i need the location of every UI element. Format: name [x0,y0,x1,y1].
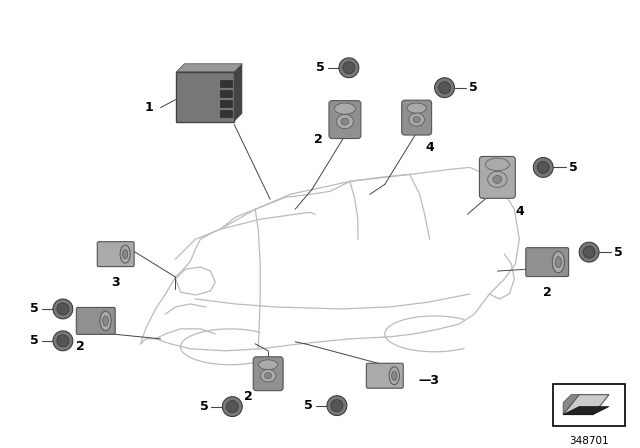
Circle shape [583,246,595,258]
Ellipse shape [552,251,564,273]
Text: 4: 4 [425,141,434,154]
Polygon shape [563,395,609,414]
Bar [220,80,232,87]
FancyBboxPatch shape [402,100,431,135]
Ellipse shape [493,176,502,183]
Text: 2: 2 [244,390,253,403]
Text: 5: 5 [569,161,578,174]
Circle shape [57,303,69,315]
Ellipse shape [337,114,353,129]
Ellipse shape [100,311,111,331]
Circle shape [53,331,73,351]
Text: 5: 5 [304,399,313,412]
Circle shape [53,299,73,319]
Text: 2: 2 [76,340,85,353]
Polygon shape [177,64,243,72]
FancyBboxPatch shape [366,363,403,388]
Polygon shape [234,64,243,121]
Ellipse shape [389,367,399,385]
Ellipse shape [556,257,561,267]
Ellipse shape [409,113,424,126]
Ellipse shape [264,373,272,379]
Bar [553,383,625,426]
Circle shape [331,400,343,412]
FancyBboxPatch shape [479,156,515,198]
Ellipse shape [123,250,128,259]
Text: 5: 5 [470,81,478,94]
FancyBboxPatch shape [97,241,134,267]
Bar [220,99,232,107]
FancyBboxPatch shape [366,371,403,388]
Text: 5: 5 [30,302,39,315]
Bar [177,72,234,121]
Circle shape [579,242,599,262]
Circle shape [343,62,355,74]
Text: 2: 2 [314,133,323,146]
Ellipse shape [260,370,276,382]
Bar [220,90,232,97]
FancyBboxPatch shape [329,101,361,138]
Polygon shape [563,395,579,414]
Text: —3: —3 [419,374,440,387]
Ellipse shape [488,171,507,187]
Text: 2: 2 [543,286,552,300]
FancyBboxPatch shape [76,315,115,334]
FancyBboxPatch shape [253,357,283,391]
FancyBboxPatch shape [526,256,569,276]
Ellipse shape [485,158,509,171]
Circle shape [533,157,553,177]
Circle shape [438,82,451,94]
Ellipse shape [341,118,349,125]
Ellipse shape [120,245,131,263]
Circle shape [222,396,243,417]
Circle shape [327,396,347,416]
Circle shape [57,335,69,347]
Ellipse shape [392,371,397,380]
Circle shape [339,58,359,78]
Text: 1: 1 [144,101,153,114]
Text: 5: 5 [30,334,39,347]
Polygon shape [563,407,609,414]
Text: 5: 5 [316,61,325,74]
Ellipse shape [103,316,108,326]
Bar [220,110,232,116]
Text: 4: 4 [515,205,524,218]
Circle shape [435,78,454,98]
Circle shape [227,401,238,413]
FancyBboxPatch shape [97,250,134,267]
FancyBboxPatch shape [76,307,115,334]
Ellipse shape [413,116,420,123]
Ellipse shape [335,103,355,114]
Text: 3: 3 [111,276,120,289]
FancyBboxPatch shape [526,248,569,276]
Ellipse shape [407,103,426,113]
Ellipse shape [259,360,278,370]
Text: 348701: 348701 [569,435,609,445]
Text: 5: 5 [614,246,623,258]
Text: 5: 5 [200,400,209,413]
Circle shape [537,161,549,173]
